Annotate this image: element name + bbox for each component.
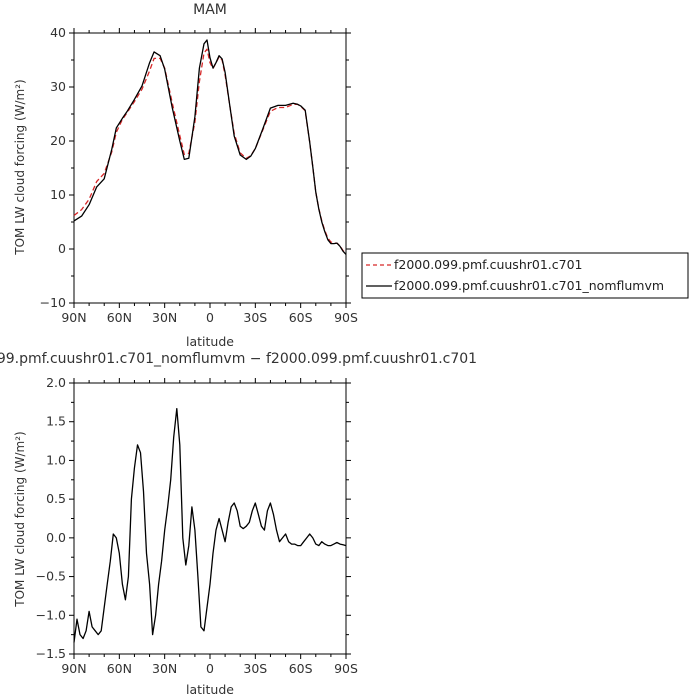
top-x-tick-label: 60S — [289, 310, 313, 325]
bottom-y-tick-label: −1.0 — [36, 607, 66, 622]
top-x-tick-label: 30S — [243, 310, 267, 325]
legend-label-nomflumvm: f2000.099.pmf.cuushr01.c701_nomflumvm — [394, 278, 664, 293]
top-panel: MAM 90N 60N 30N 0 30S 60S 90S −10 0 10 20 30 40 lati… — [13, 2, 689, 349]
top-y-axis-label: TOM LW cloud forcing (W/m²) — [13, 79, 27, 256]
top-x-tick-label: 90N — [61, 310, 86, 325]
bottom-y-tick-label: 0.5 — [46, 491, 66, 506]
bottom-axes-frame — [73, 382, 347, 655]
top-x-tick-label: 30N — [152, 310, 177, 325]
top-y-tick-label: 30 — [50, 79, 66, 94]
bottom-series-line-0 — [73, 407, 347, 643]
bottom-x-axis-label: latitude — [186, 682, 234, 697]
bottom-panel: f2000.099.pmf.cuushr01.c701_nomflumvm − … — [0, 351, 477, 697]
bottom-x-tick-label: 30N — [152, 661, 177, 676]
bottom-y-tick-label: 0.0 — [46, 530, 66, 545]
bottom-x-tick-label: 60N — [107, 661, 132, 676]
bottom-y-tick-label: 1.5 — [46, 414, 66, 429]
top-plot-area: 90N 60N 30N 0 30S 60S 90S −10 0 10 20 30 40 — [40, 25, 358, 325]
top-y-tick-label: 0 — [58, 241, 66, 256]
top-axes-frame — [73, 32, 347, 304]
legend: f2000.099.pmf.cuushr01.c701 f2000.099.pm… — [361, 252, 689, 299]
bottom-y-tick-label: −0.5 — [36, 569, 66, 584]
top-y-tick-label: −10 — [40, 295, 66, 310]
bottom-y-tick-label: 1.0 — [46, 452, 66, 467]
bottom-x-tick-label: 30S — [243, 661, 267, 676]
bottom-x-tick-label: 60S — [289, 661, 313, 676]
bottom-x-tick-label: 90N — [61, 661, 86, 676]
top-series-line-1 — [73, 39, 347, 255]
top-x-tick-label: 90S — [334, 310, 358, 325]
bottom-y-tick-label: −1.5 — [36, 646, 66, 661]
top-x-axis-label: latitude — [186, 334, 234, 349]
top-y-tick-label: 10 — [50, 187, 66, 202]
top-y-tick-label: 40 — [50, 25, 66, 40]
bottom-y-tick-label: 2.0 — [46, 375, 66, 390]
top-y-tick-label: 20 — [50, 133, 66, 148]
legend-label-control: f2000.099.pmf.cuushr01.c701 — [394, 257, 583, 272]
top-series-line-0 — [73, 48, 347, 254]
legend-box — [361, 252, 689, 299]
bottom-x-tick-label: 90S — [334, 661, 358, 676]
top-x-tick-label: 0 — [206, 310, 214, 325]
top-chart-title: MAM — [193, 2, 227, 18]
top-x-tick-label: 60N — [107, 310, 132, 325]
bottom-x-tick-label: 0 — [206, 661, 214, 676]
bottom-y-axis-label: TOM LW cloud forcing (W/m²) — [13, 431, 27, 608]
bottom-chart-title: f2000.099.pmf.cuushr01.c701_nomflumvm − … — [0, 351, 477, 367]
bottom-plot-area: 90N 60N 30N 0 30S 60S 90S −1.5 −1.0 −0.5 0.0 0.5 1.0… — [36, 375, 358, 676]
